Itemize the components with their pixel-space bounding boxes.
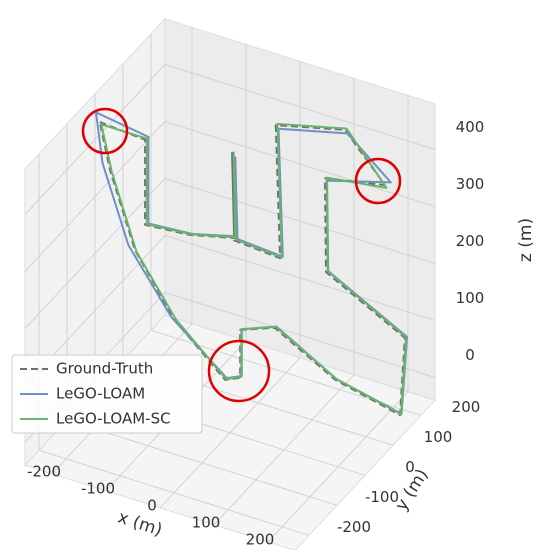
z-tick-label: 300	[456, 175, 485, 193]
trajectory-line	[100, 122, 407, 416]
z-tick-label: 0	[465, 346, 475, 364]
grid-line	[24, 121, 166, 272]
panes	[24, 17, 436, 551]
highlight-circle	[354, 157, 402, 205]
x-axis-label: x (m)	[115, 507, 164, 540]
grid-line	[164, 235, 436, 321]
z-tick-label: 200	[456, 232, 485, 250]
plot: -200 -100 0 100 200 -200 -100 0 100 200 0 100 200 300…	[27, 111, 485, 548]
z-tick-label: 100	[456, 289, 485, 307]
y-tick-label: -200	[337, 518, 371, 536]
grid-line	[38, 449, 310, 536]
grid-line	[164, 121, 436, 207]
legend-label: LeGO-LOAM	[56, 385, 145, 403]
y-tick-label: 0	[405, 458, 415, 476]
z-tick-label: 400	[456, 118, 485, 136]
legend-label: Ground-Truth	[56, 360, 153, 378]
grid-line	[164, 292, 436, 378]
grid-line	[66, 419, 338, 506]
x-tick-label: 0	[147, 496, 157, 514]
x-tick-label: -100	[81, 479, 115, 497]
x-tick-label: -200	[27, 462, 61, 480]
x-tick-label: 100	[192, 513, 221, 531]
grid-line	[24, 178, 166, 329]
grid-line	[24, 64, 166, 215]
y-tick-label: 100	[424, 428, 453, 446]
grid-line	[164, 178, 436, 264]
highlight-circle	[81, 107, 129, 155]
z-axis-label: z (m)	[516, 218, 536, 262]
legend: Ground-Truth LeGO-LOAM LeGO-LOAM-SC	[11, 354, 203, 434]
highlight-circle	[207, 339, 271, 403]
legend-box	[11, 354, 203, 434]
y-tick-label: 200	[452, 398, 481, 416]
y-tick-label: -100	[365, 488, 399, 506]
x-tick-label: 200	[246, 530, 275, 548]
grid-line	[164, 64, 436, 150]
legend-label: LeGO-LOAM-SC	[56, 410, 171, 428]
trajectory-line	[98, 121, 406, 416]
